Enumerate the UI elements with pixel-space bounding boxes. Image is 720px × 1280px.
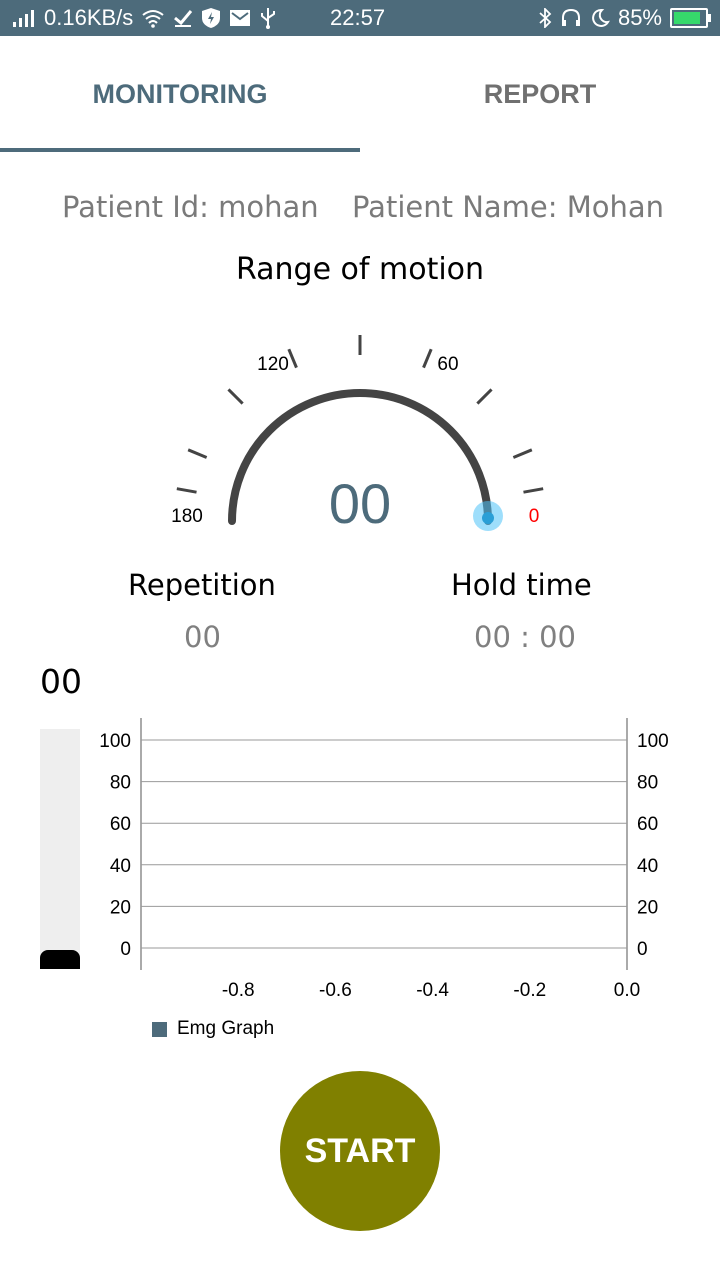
legend-label: Emg Graph [177, 1018, 275, 1039]
emg-level-fill [40, 949, 80, 969]
mail-icon [230, 10, 251, 26]
tab-report[interactable]: REPORT [483, 78, 597, 109]
check-icon [174, 10, 193, 27]
signal-icon [13, 10, 34, 27]
chart-ytick-label: 40 [637, 856, 658, 877]
chart-xtick-label: 0.0 [614, 980, 640, 1001]
gauge-label-120: 120 [257, 354, 289, 375]
repetition-value: 00 [184, 620, 221, 654]
legend-swatch [152, 1021, 167, 1037]
chart-ytick-label: 20 [637, 897, 658, 918]
gauge-tick [523, 487, 544, 494]
gauge-tick [422, 348, 433, 369]
gauge-indicator-dot [482, 512, 494, 524]
net-speed: 0.16KB/s [44, 5, 134, 30]
chart-legend: Emg Graph [152, 1018, 274, 1040]
chart-xtick-label: -0.8 [222, 980, 255, 1001]
gauge-tick [476, 388, 493, 405]
gauge-label-0: 0 [529, 506, 540, 527]
battery-icon [670, 8, 711, 28]
gauge-tick [176, 487, 197, 494]
emg-level-bar [40, 729, 80, 969]
chart-ytick-label: 0 [120, 939, 131, 960]
patient-id: Patient Id: mohan [62, 190, 319, 224]
repetition-label: Repetition [128, 568, 276, 602]
chart-xticks: -0.8 -0.6 -0.4 -0.2 0.0 [222, 980, 640, 1001]
chart-xtick-label: -0.4 [416, 980, 449, 1001]
status-bar: 0.16KB/s 22:57 [0, 0, 720, 36]
hold-time-value: 00 : 00 [474, 620, 577, 654]
chart-ytick-label: 100 [99, 731, 131, 752]
chart-xtick-label: -0.6 [319, 980, 352, 1001]
chart-xtick-label: -0.2 [513, 980, 546, 1001]
gauge-tick [227, 388, 244, 405]
wifi-icon [142, 10, 164, 28]
chart-ytick-label: 60 [637, 814, 658, 835]
range-of-motion-gauge: 180 120 60 0 00 [171, 335, 544, 535]
moon-icon [592, 8, 610, 27]
gauge-label-180: 180 [171, 506, 203, 527]
patient-name: Patient Name: Mohan [352, 190, 665, 224]
tab-indicator [0, 148, 360, 152]
chart-ytick-label: 0 [637, 939, 648, 960]
chart-ytick-label: 100 [637, 731, 669, 752]
gauge-value: 00 [329, 472, 391, 535]
bluetooth-icon [539, 8, 552, 28]
headset-icon [561, 8, 580, 26]
gauge-tick [287, 348, 298, 369]
shield-icon [202, 8, 221, 28]
usb-icon [261, 8, 276, 29]
status-time: 22:57 [330, 5, 386, 30]
hold-time-label: Hold time [451, 568, 592, 602]
gauge-ticks [176, 335, 544, 494]
chart-yticks-left: 100 80 60 40 20 0 [99, 731, 131, 960]
gauge-tick [187, 448, 208, 459]
chart-ytick-label: 40 [110, 856, 131, 877]
gauge-tick [512, 448, 533, 459]
gauge-label-60: 60 [437, 354, 458, 375]
tab-bar: MONITORING REPORT [0, 36, 720, 152]
tab-monitoring[interactable]: MONITORING [92, 78, 268, 109]
gauge-arc [228, 389, 492, 525]
battery-percent: 85% [617, 5, 662, 30]
range-of-motion-title: Range of motion [235, 252, 485, 287]
chart-ytick-label: 80 [110, 773, 131, 794]
chart-ytick-label: 20 [110, 897, 131, 918]
battery-fill [674, 12, 700, 24]
emg-value: 00 [40, 662, 82, 701]
chart-ytick-label: 60 [110, 814, 131, 835]
chart-ytick-label: 80 [637, 773, 658, 794]
chart-yticks-right: 100 80 60 40 20 0 [637, 731, 669, 960]
start-button[interactable]: START [280, 1071, 440, 1231]
chart-grid [141, 739, 627, 949]
